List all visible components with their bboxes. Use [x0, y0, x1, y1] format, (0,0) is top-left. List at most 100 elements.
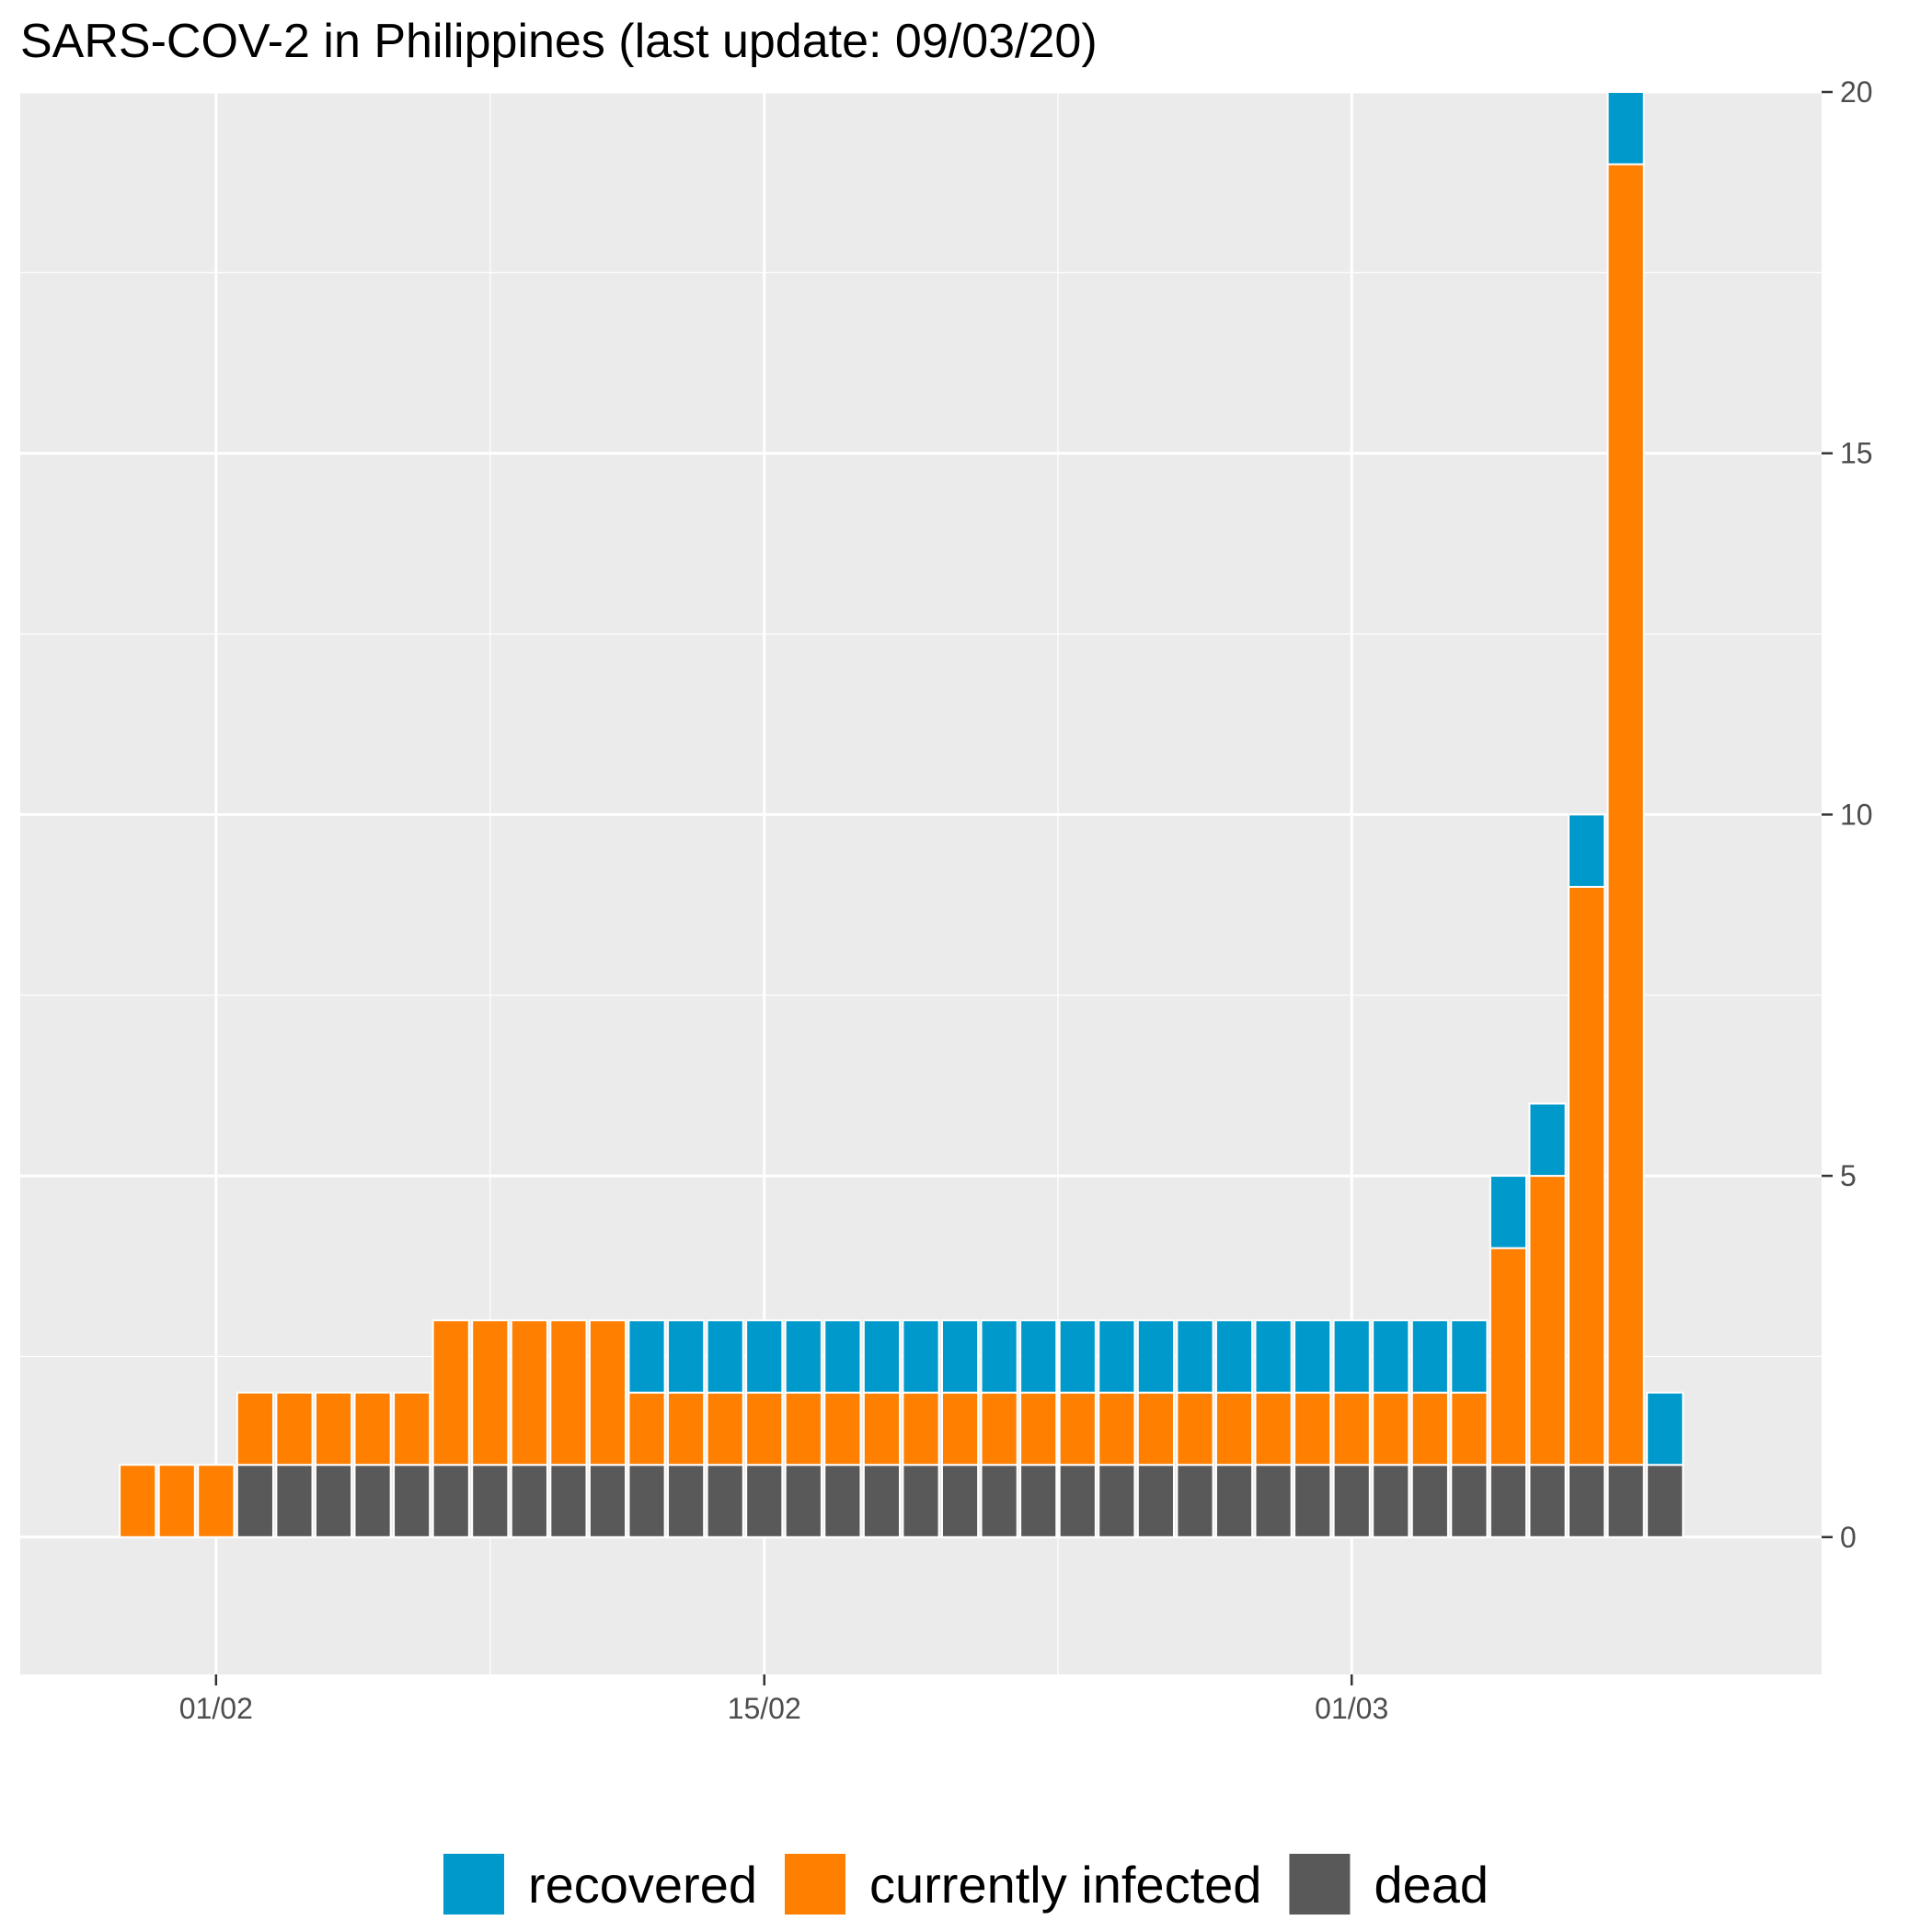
bar-currently-infected	[745, 1391, 784, 1466]
bar-dead	[393, 1464, 431, 1538]
legend-key-dead	[1289, 1854, 1351, 1915]
bar-currently-infected	[314, 1391, 353, 1466]
bar-dead	[510, 1464, 548, 1538]
bar-dead	[1019, 1464, 1058, 1538]
bar-recovered	[1214, 1319, 1254, 1394]
bar-recovered	[862, 1319, 902, 1394]
bar-dead	[980, 1464, 1018, 1538]
bar-currently-infected	[1176, 1391, 1214, 1466]
bar-recovered	[1606, 91, 1645, 166]
bar-dead	[1176, 1464, 1214, 1538]
bar-currently-infected	[353, 1391, 392, 1466]
bar-currently-infected	[1214, 1391, 1254, 1466]
bar-dead	[1489, 1464, 1528, 1538]
bar-dead	[1606, 1464, 1645, 1538]
bar-dead	[667, 1464, 706, 1538]
bar-recovered	[1646, 1391, 1685, 1466]
bar-currently-infected	[1098, 1391, 1136, 1466]
bar-dead	[1372, 1464, 1410, 1538]
bar-currently-infected	[862, 1391, 902, 1466]
bar-currently-infected	[1489, 1247, 1528, 1466]
bar-dead	[902, 1464, 940, 1538]
bar-currently-infected	[980, 1391, 1018, 1466]
legend-label-currently-infected: currently infected	[869, 1856, 1261, 1914]
bar-currently-infected	[549, 1319, 588, 1466]
bar-currently-infected	[119, 1464, 157, 1538]
bar-recovered	[1136, 1319, 1175, 1394]
bar-recovered	[667, 1319, 706, 1394]
bar-dead	[275, 1464, 314, 1538]
bar-recovered	[1254, 1319, 1293, 1394]
bar-recovered	[1058, 1319, 1097, 1394]
bar-currently-infected	[1254, 1391, 1293, 1466]
bar-currently-infected	[510, 1319, 548, 1466]
bar-currently-infected	[157, 1464, 196, 1538]
bar-recovered	[784, 1319, 822, 1394]
bar-currently-infected	[1294, 1391, 1332, 1466]
bar-dead	[471, 1464, 510, 1538]
bar-currently-infected	[667, 1391, 706, 1466]
bars	[119, 91, 1685, 1538]
y-tick-label: 20	[1840, 75, 1873, 109]
y-tick-label: 10	[1840, 798, 1873, 831]
bar-recovered	[745, 1319, 784, 1394]
bar-dead	[1568, 1464, 1606, 1538]
bar-recovered	[1568, 813, 1606, 888]
bar-dead	[236, 1464, 274, 1538]
bar-currently-infected	[1019, 1391, 1058, 1466]
bar-currently-infected	[1332, 1391, 1371, 1466]
bar-recovered	[902, 1319, 940, 1394]
bar-dead	[1410, 1464, 1449, 1538]
bar-recovered	[1528, 1102, 1567, 1178]
x-tick-label: 01/02	[179, 1692, 253, 1725]
bar-currently-infected	[471, 1319, 510, 1466]
bar-currently-infected	[588, 1319, 627, 1466]
legend-key-recovered	[443, 1854, 504, 1915]
bar-currently-infected	[1568, 885, 1606, 1466]
bar-recovered	[1098, 1319, 1136, 1394]
bar-dead	[1136, 1464, 1175, 1538]
bar-dead	[940, 1464, 980, 1538]
bar-currently-infected	[706, 1391, 744, 1466]
chart-title: SARS-COV-2 in Philippines (last update: …	[20, 15, 1098, 68]
y-tick-label: 0	[1840, 1521, 1857, 1554]
y-axis: 0 5 10 15 20	[1822, 75, 1873, 1554]
legend-label-recovered: recovered	[528, 1856, 757, 1914]
bar-currently-infected	[431, 1319, 470, 1466]
bar-currently-infected	[1136, 1391, 1175, 1466]
bar-recovered	[1176, 1319, 1214, 1394]
bar-dead	[1058, 1464, 1097, 1538]
bar-dead	[1332, 1464, 1371, 1538]
x-tick-label: 15/02	[728, 1692, 801, 1725]
bar-dead	[745, 1464, 784, 1538]
bar-currently-infected	[1528, 1175, 1567, 1466]
bar-dead	[1098, 1464, 1136, 1538]
y-tick-label: 5	[1840, 1159, 1857, 1192]
bar-recovered	[1332, 1319, 1371, 1394]
bar-currently-infected	[1606, 163, 1645, 1466]
bar-recovered	[940, 1319, 980, 1394]
bar-currently-infected	[1410, 1391, 1449, 1466]
bar-currently-infected	[275, 1391, 314, 1466]
bar-recovered	[980, 1319, 1018, 1394]
bar-currently-infected	[1450, 1391, 1489, 1466]
bar-dead	[549, 1464, 588, 1538]
bar-dead	[1450, 1464, 1489, 1538]
bar-recovered	[706, 1319, 744, 1394]
bar-dead	[706, 1464, 744, 1538]
bar-dead	[823, 1464, 862, 1538]
bar-dead	[431, 1464, 470, 1538]
bar-currently-infected	[823, 1391, 862, 1466]
bar-dead	[784, 1464, 822, 1538]
x-axis: 01/02 15/02 01/03	[179, 1674, 1388, 1725]
legend-key-currently-infected	[785, 1854, 846, 1915]
legend-label-dead: dead	[1374, 1856, 1489, 1914]
bar-recovered	[1489, 1175, 1528, 1249]
bar-recovered	[1019, 1319, 1058, 1394]
bar-currently-infected	[627, 1391, 666, 1466]
bar-dead	[1294, 1464, 1332, 1538]
bar-currently-infected	[940, 1391, 980, 1466]
bar-currently-infected	[236, 1391, 274, 1466]
